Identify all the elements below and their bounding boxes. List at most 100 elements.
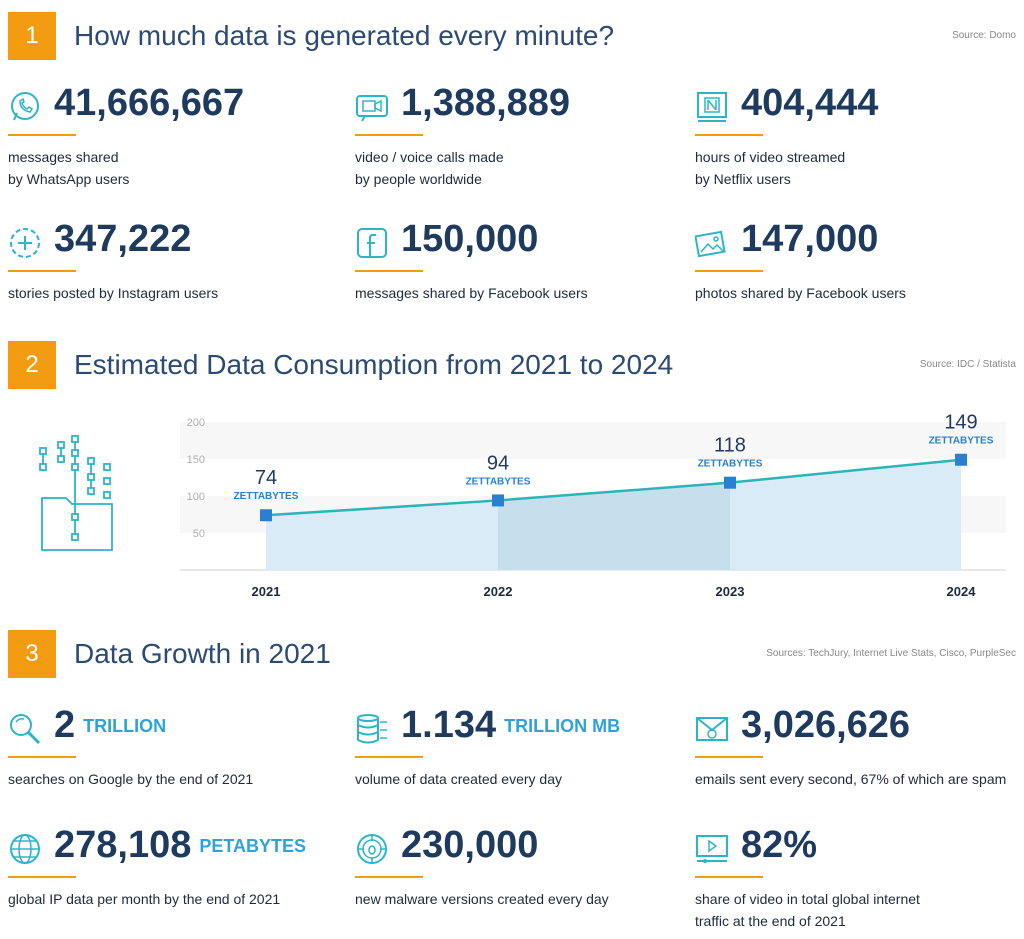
stat-ip-data: 278,108 PETABYTES global IP data per mont… bbox=[8, 824, 338, 939]
divider bbox=[355, 756, 423, 758]
divider bbox=[8, 134, 76, 136]
stat-instagram: 347,222 stories posted by Instagram user… bbox=[8, 218, 338, 336]
divider bbox=[695, 756, 763, 758]
stat-number: 2 bbox=[54, 704, 76, 746]
stat-data-created: 1.134 TRILLION MB volume of data created … bbox=[355, 704, 685, 822]
stat-google-searches: 2 TRILLION searches on Google by the end … bbox=[8, 704, 338, 822]
section-title: Estimated Data Consumption from 2021 to … bbox=[74, 349, 674, 380]
section-source: Source: IDC / Statista bbox=[919, 359, 1016, 370]
data-point bbox=[260, 509, 272, 522]
video-player-icon bbox=[696, 835, 728, 863]
stat-value: 41,666,667 bbox=[54, 82, 245, 124]
y-tick-label: 200 bbox=[187, 417, 205, 429]
section-number: 3 bbox=[8, 630, 56, 678]
globe-icon bbox=[10, 834, 40, 864]
data-folder-icon bbox=[39, 435, 113, 551]
divider bbox=[8, 756, 76, 758]
stat-video-share: 82% share of video in total global inter… bbox=[695, 824, 1024, 939]
data-point bbox=[492, 494, 504, 507]
stat-description: new malware versions created every day bbox=[355, 891, 609, 907]
stat-value: 1,388,889 bbox=[401, 82, 571, 124]
stat-netflix: 404,444 hours of video streamed by Netfl… bbox=[695, 82, 1024, 200]
search-icon bbox=[10, 714, 41, 745]
data-label-unit: ZETTABYTES bbox=[466, 476, 531, 487]
stat-description: share of video in total global internet … bbox=[695, 891, 920, 929]
stat-description: emails sent every second, 67% of which a… bbox=[695, 771, 1007, 787]
stat-value: 2 TRILLION bbox=[54, 704, 166, 747]
data-point bbox=[724, 476, 736, 489]
section-number: 2 bbox=[8, 341, 56, 389]
data-label-unit: ZETTABYTES bbox=[234, 491, 299, 502]
section-2-header: 2 Estimated Data Consumption from 2021 t… bbox=[8, 341, 1016, 389]
stat-value: 3,026,626 bbox=[741, 704, 918, 747]
divider bbox=[695, 876, 763, 878]
malware-icon bbox=[357, 834, 387, 864]
stat-value: 82% bbox=[741, 824, 825, 867]
stat-value: 147,000 bbox=[741, 218, 879, 260]
y-tick-label: 150 bbox=[187, 454, 205, 466]
divider bbox=[695, 270, 763, 272]
x-tick-label: 2023 bbox=[716, 584, 745, 599]
stat-value: 150,000 bbox=[401, 218, 539, 260]
stat-description: photos shared by Facebook users bbox=[695, 285, 906, 301]
stat-unit: TRILLION bbox=[83, 716, 167, 737]
divider bbox=[355, 134, 423, 136]
stat-value: 404,444 bbox=[741, 82, 879, 124]
stat-description: stories posted by Instagram users bbox=[8, 285, 219, 301]
database-icon bbox=[357, 714, 387, 744]
x-tick-label: 2021 bbox=[252, 584, 281, 599]
divider bbox=[8, 876, 76, 878]
data-label-unit: ZETTABYTES bbox=[698, 459, 763, 470]
section-source: Sources: TechJury, Internet Live Stats, … bbox=[766, 648, 1016, 659]
stat-description: video / voice calls made by people world… bbox=[355, 149, 504, 187]
stat-video-calls: 1,388,889 video / voice calls made by pe… bbox=[355, 82, 685, 200]
stat-value: 230,000 bbox=[401, 824, 546, 867]
data-consumption-chart: 50 100 150 200 74 ZETTABYTES 2021 94 ZETTABYTES… bbox=[180, 412, 1006, 599]
y-tick-label: 100 bbox=[187, 491, 205, 503]
video-call-icon bbox=[356, 95, 388, 122]
section-number: 1 bbox=[8, 12, 56, 60]
stat-malware: 230,000 new malware versions created eve… bbox=[355, 824, 685, 939]
data-label-value: 149 bbox=[944, 412, 977, 434]
stat-unit: TRILLION MB bbox=[504, 716, 621, 737]
stat-facebook-photos: 147,000 photos shared by Facebook users bbox=[695, 218, 1024, 336]
facebook-icon bbox=[357, 228, 387, 258]
stat-number: 82% bbox=[741, 824, 818, 866]
stat-value: 347,222 bbox=[54, 218, 192, 260]
stat-description: searches on Google by the end of 2021 bbox=[8, 771, 254, 787]
instagram-story-icon bbox=[10, 228, 40, 258]
section-3-header: 3 Data Growth in 2021 Sources: TechJury,… bbox=[8, 630, 1016, 678]
stat-value: 278,108 PETABYTES bbox=[54, 824, 306, 867]
section-title: How much data is generated every minute? bbox=[74, 20, 615, 51]
stat-description: messages shared by WhatsApp users bbox=[8, 149, 130, 187]
data-label-value: 94 bbox=[487, 452, 509, 474]
section-1-header: 1 How much data is generated every minut… bbox=[8, 12, 1016, 60]
stat-description: hours of video streamed by Netflix users bbox=[695, 149, 846, 187]
data-label-value: 118 bbox=[714, 435, 746, 457]
stat-number: 230,000 bbox=[401, 824, 539, 866]
stat-number: 278,108 bbox=[54, 824, 192, 866]
data-label-unit: ZETTABYTES bbox=[929, 436, 994, 447]
data-point bbox=[955, 453, 967, 466]
divider bbox=[8, 270, 76, 272]
netflix-icon bbox=[697, 92, 727, 122]
stat-value: 1.134 TRILLION MB bbox=[401, 704, 620, 747]
whatsapp-icon bbox=[11, 92, 39, 121]
y-band bbox=[180, 422, 1006, 459]
x-tick-label: 2022 bbox=[484, 584, 513, 599]
stat-emails: 3,026,626 emails sent every second, 67% … bbox=[695, 704, 1024, 822]
data-label-value: 74 bbox=[255, 467, 277, 489]
section-title: Data Growth in 2021 bbox=[74, 638, 331, 669]
divider bbox=[355, 876, 423, 878]
area-band bbox=[498, 482, 730, 570]
stat-number: 3,026,626 bbox=[741, 704, 911, 746]
y-tick-label: 50 bbox=[193, 528, 205, 540]
stat-facebook-messages: 150,000 messages shared by Facebook user… bbox=[355, 218, 685, 336]
section-source: Source: Domo bbox=[952, 30, 1016, 41]
x-tick-label: 2024 bbox=[947, 584, 977, 599]
stat-description: global IP data per month by the end of 2… bbox=[8, 891, 281, 907]
photo-icon bbox=[695, 230, 726, 258]
stat-whatsapp: 41,666,667 messages shared by WhatsApp u… bbox=[8, 82, 338, 200]
email-icon bbox=[696, 717, 728, 741]
stat-number: 1.134 bbox=[401, 704, 497, 746]
